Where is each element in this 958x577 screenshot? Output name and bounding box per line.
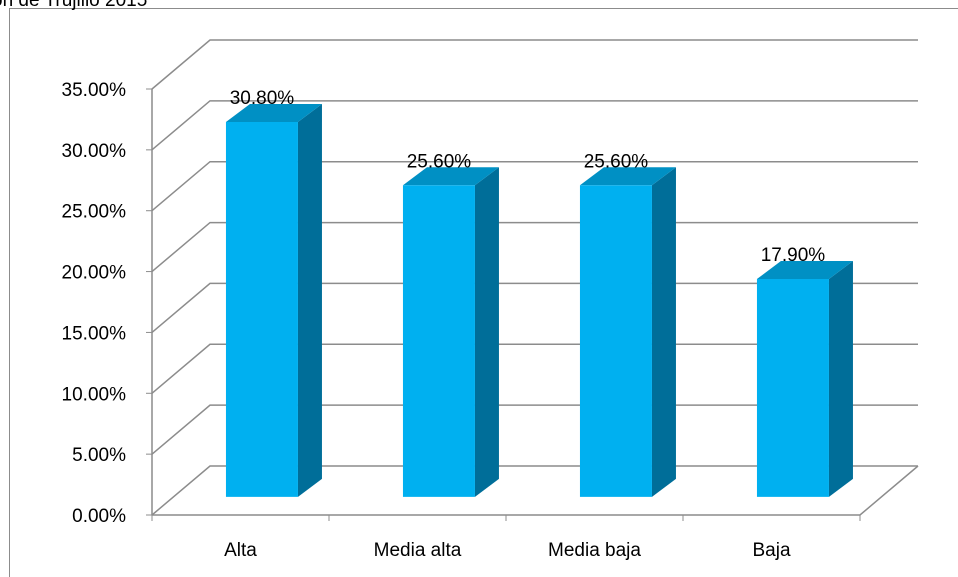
grid-line	[151, 221, 918, 273]
bar	[756, 279, 829, 497]
grid-line	[151, 404, 918, 455]
grid-line	[151, 282, 918, 334]
bar	[579, 185, 652, 497]
data-label: 25.60%	[407, 151, 472, 172]
chart-title: ón de Trujillo 2015	[0, 0, 147, 11]
grid-line	[151, 39, 918, 90]
data-label: 30.80%	[230, 88, 295, 109]
bar-top	[756, 261, 853, 280]
data-label: 17.90%	[761, 245, 826, 266]
y-tick-label: 5.00%	[72, 445, 126, 466]
y-tick-label: 10.00%	[62, 384, 127, 405]
y-tick-label: 20.00%	[62, 263, 127, 284]
bar-side	[297, 103, 322, 497]
x-tick-label: Media baja	[548, 540, 641, 561]
data-label: 25.60%	[584, 151, 649, 172]
y-tick-label: 0.00%	[72, 506, 126, 527]
bar-top	[225, 103, 322, 122]
chart-frame	[9, 8, 958, 577]
grid-line	[151, 343, 918, 394]
bar	[225, 121, 298, 497]
grid-line	[151, 100, 918, 151]
grid-line	[151, 465, 918, 516]
y-tick-label: 35.00%	[62, 80, 127, 101]
x-tick-label: Media alta	[374, 540, 462, 561]
y-tick-label: 30.00%	[62, 141, 127, 162]
bar-top	[579, 167, 676, 186]
grid-line	[151, 160, 918, 212]
x-tick-label: Alta	[224, 540, 257, 561]
y-tick-label: 15.00%	[62, 323, 127, 344]
bar-top	[402, 167, 499, 186]
bar-side	[474, 167, 499, 497]
bar	[402, 185, 475, 497]
bar-side	[828, 261, 853, 497]
y-tick-label: 25.00%	[62, 202, 127, 223]
bar-side	[651, 167, 676, 497]
x-tick-label: Baja	[752, 540, 790, 561]
